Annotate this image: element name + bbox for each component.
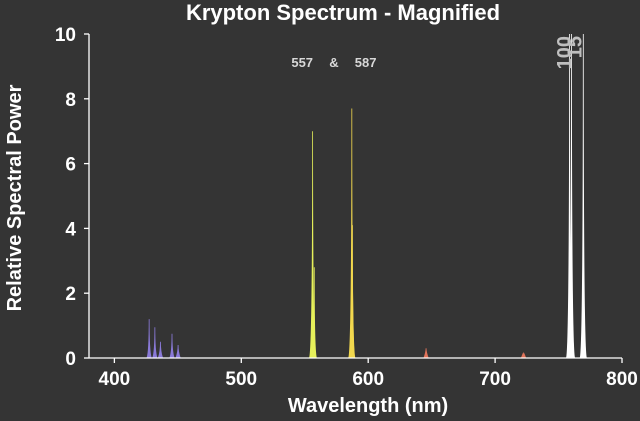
spectral-line [520, 352, 527, 359]
spectral-line [146, 319, 152, 359]
x-tick-label: 700 [479, 369, 511, 390]
y-tick-label: 10 [55, 25, 76, 46]
y-tick-label: 8 [65, 90, 76, 111]
y-tick-label: 6 [65, 155, 76, 176]
spectral-line [423, 348, 429, 359]
spectrum-series [146, 319, 181, 359]
x-tick-label: 400 [99, 369, 131, 390]
spectral-line [157, 341, 164, 359]
spectral-line [175, 345, 181, 359]
x-tick-label: 800 [606, 369, 638, 390]
spectral-line [349, 225, 356, 359]
spectral-line [152, 327, 158, 359]
y-tick-label: 0 [65, 349, 76, 370]
peak-annotation: & [329, 55, 338, 70]
x-axis-label: Wavelength (nm) [288, 395, 448, 417]
spectral-line [169, 333, 175, 359]
spectral-line [567, 33, 576, 359]
offscale-peak-label: 15 [564, 36, 586, 58]
spectrum-series [308, 131, 318, 359]
x-tick-label: 500 [225, 369, 257, 390]
peak-annotation: 587 [355, 55, 377, 70]
y-tick-label: 2 [65, 284, 76, 305]
spectral-line [311, 267, 318, 359]
peak-annotation: 557 [291, 55, 313, 70]
x-tick-label: 600 [352, 369, 384, 390]
chart-title: Krypton Spectrum - Magnified [186, 0, 500, 25]
spectrum-series [347, 108, 356, 359]
spectrum-series [565, 33, 588, 359]
y-axis-label: Relative Spectral Power [4, 84, 26, 311]
y-tick-label: 4 [65, 219, 76, 240]
spectral-line [579, 33, 588, 359]
offscale-peak-label: 100 [554, 36, 576, 69]
spectrum-series [423, 348, 527, 359]
